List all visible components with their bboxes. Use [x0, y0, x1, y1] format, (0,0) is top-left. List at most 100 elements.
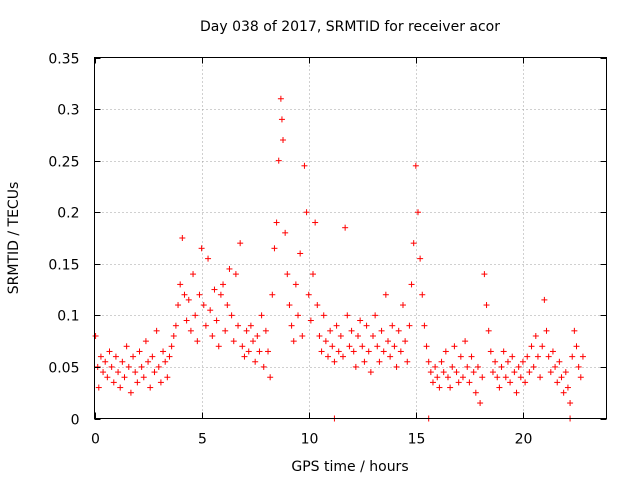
- data-point: [108, 363, 115, 370]
- data-point: [440, 369, 447, 376]
- data-point: [250, 338, 257, 345]
- data-point: [485, 327, 492, 334]
- data-point: [404, 358, 411, 365]
- data-point: [305, 291, 312, 298]
- data-point: [196, 291, 203, 298]
- data-point: [237, 240, 244, 247]
- data-point: [280, 137, 287, 144]
- data-point: [344, 312, 351, 319]
- data-point: [316, 332, 323, 339]
- data-point: [571, 327, 578, 334]
- data-point: [492, 358, 499, 365]
- data-point: [442, 348, 449, 355]
- y-tick-label: 0.35: [48, 52, 79, 68]
- data-point: [421, 322, 428, 329]
- data-point: [145, 358, 152, 365]
- data-point: [534, 353, 541, 360]
- data-point: [207, 307, 214, 314]
- data-point: [187, 327, 194, 334]
- data-point: [220, 281, 227, 288]
- data-point: [573, 343, 580, 350]
- plot-frame: [94, 57, 607, 419]
- data-point: [134, 379, 141, 386]
- data-point: [357, 317, 364, 324]
- data-point: [511, 369, 518, 376]
- data-point: [359, 343, 366, 350]
- data-point: [541, 296, 548, 303]
- data-point: [267, 374, 274, 381]
- data-point: [429, 379, 436, 386]
- data-point: [365, 348, 372, 355]
- data-point: [92, 332, 99, 339]
- data-point: [466, 379, 473, 386]
- data-point: [468, 353, 475, 360]
- data-point: [372, 312, 379, 319]
- data-point: [102, 358, 109, 365]
- data-point: [166, 353, 173, 360]
- data-point: [290, 338, 297, 345]
- data-point: [121, 374, 128, 381]
- data-point: [213, 317, 220, 324]
- data-point: [457, 353, 464, 360]
- data-point: [282, 229, 289, 236]
- data-point: [241, 353, 248, 360]
- data-point: [258, 312, 265, 319]
- chart-title: Day 038 of 2017, SRMTID for receiver aco…: [200, 19, 500, 35]
- data-point: [142, 338, 149, 345]
- data-point: [136, 348, 143, 355]
- data-point: [384, 338, 391, 345]
- data-point: [419, 291, 426, 298]
- data-point: [348, 327, 355, 334]
- data-point: [504, 358, 511, 365]
- data-point: [322, 338, 329, 345]
- data-point: [502, 374, 509, 381]
- data-point: [239, 343, 246, 350]
- data-point: [301, 162, 308, 169]
- data-point: [575, 363, 582, 370]
- x-axis-label: GPS time / hours: [291, 459, 408, 475]
- data-point: [104, 374, 111, 381]
- data-point: [226, 265, 233, 272]
- x-tick-label: 15: [408, 432, 426, 448]
- data-point: [414, 209, 421, 216]
- data-point: [395, 327, 402, 334]
- data-point: [155, 363, 162, 370]
- data-point: [157, 379, 164, 386]
- data-point: [222, 327, 229, 334]
- data-point: [295, 312, 302, 319]
- data-point: [117, 384, 124, 391]
- data-point: [286, 302, 293, 309]
- data-point: [181, 291, 188, 298]
- data-point: [335, 348, 342, 355]
- data-point: [408, 281, 415, 288]
- data-point: [462, 338, 469, 345]
- data-point: [303, 209, 310, 216]
- data-point: [434, 374, 441, 381]
- data-point: [256, 348, 263, 355]
- data-point: [292, 281, 299, 288]
- data-point: [312, 219, 319, 226]
- data-point: [333, 322, 340, 329]
- data-point: [537, 374, 544, 381]
- data-point: [160, 348, 167, 355]
- data-point: [423, 343, 430, 350]
- y-tick-label: 0.25: [48, 155, 79, 171]
- data-point: [314, 302, 321, 309]
- data-point: [215, 343, 222, 350]
- x-tick-label: 5: [198, 432, 207, 448]
- data-point: [327, 327, 334, 334]
- data-point: [412, 162, 419, 169]
- data-point: [265, 348, 272, 355]
- data-point: [97, 353, 104, 360]
- data-point: [567, 400, 574, 407]
- data-point: [243, 327, 250, 334]
- data-point: [252, 358, 259, 365]
- data-point: [517, 374, 524, 381]
- data-point: [380, 348, 387, 355]
- data-point: [162, 358, 169, 365]
- data-point: [444, 374, 451, 381]
- data-point: [190, 271, 197, 278]
- data-point: [481, 271, 488, 278]
- data-point: [350, 348, 357, 355]
- data-point: [577, 374, 584, 381]
